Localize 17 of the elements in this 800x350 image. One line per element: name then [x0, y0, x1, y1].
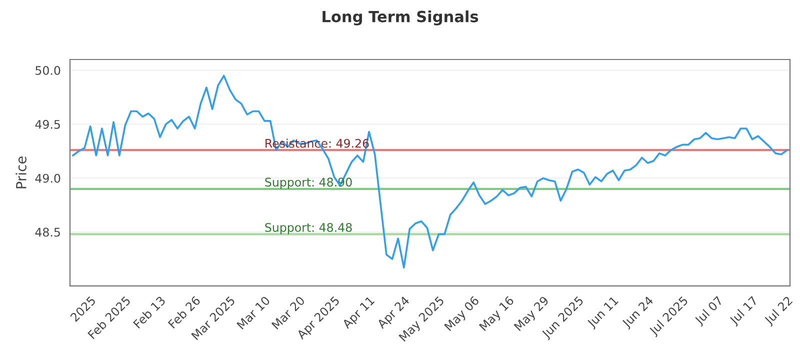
chart-title: Long Term Signals	[322, 10, 478, 26]
x-tick-label: Feb 13	[132, 296, 166, 329]
x-tick-label: Jul 22	[763, 296, 794, 327]
y-tick-label: 49.5	[35, 120, 60, 129]
y-tick-label: 49.0	[35, 174, 60, 183]
line-series	[72, 74, 788, 269]
x-tick-label: Jul 07	[694, 296, 725, 327]
ref-line-label: Support: 48.48	[265, 222, 352, 234]
x-tick-label: Apr 11	[342, 296, 376, 331]
y-axis-title: Price	[16, 156, 26, 188]
x-tick-label: Jun 11	[586, 296, 620, 330]
y-tick-label: 50.0	[36, 66, 60, 75]
x-tick-label: Mar 10	[236, 296, 270, 330]
y-tick-label: 48.5	[35, 228, 60, 237]
x-tick-label: Feb 26	[168, 296, 201, 329]
x-tick-label: Jul 17	[728, 296, 760, 327]
x-tick-label: Mar 20	[271, 296, 306, 330]
